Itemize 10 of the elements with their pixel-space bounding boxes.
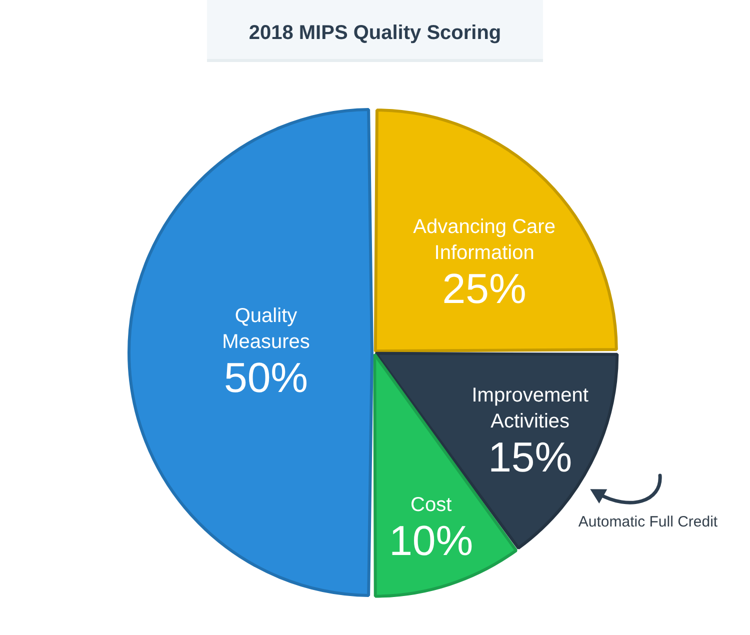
text: Automatic Full Credit xyxy=(578,514,718,531)
data-label: 25% xyxy=(442,264,526,312)
slice-label: Cost xyxy=(410,494,452,516)
data-label: 50% xyxy=(224,354,308,402)
data-label: 15% xyxy=(488,434,572,481)
slice-label: Quality Measures xyxy=(222,305,310,354)
chart-title: 2018 MIPS Quality Scoring xyxy=(207,0,543,62)
slice-label: Advancing Care Information xyxy=(413,216,556,264)
data-label: 10% xyxy=(389,516,474,564)
slice-label: Improvement Activities xyxy=(472,384,589,433)
